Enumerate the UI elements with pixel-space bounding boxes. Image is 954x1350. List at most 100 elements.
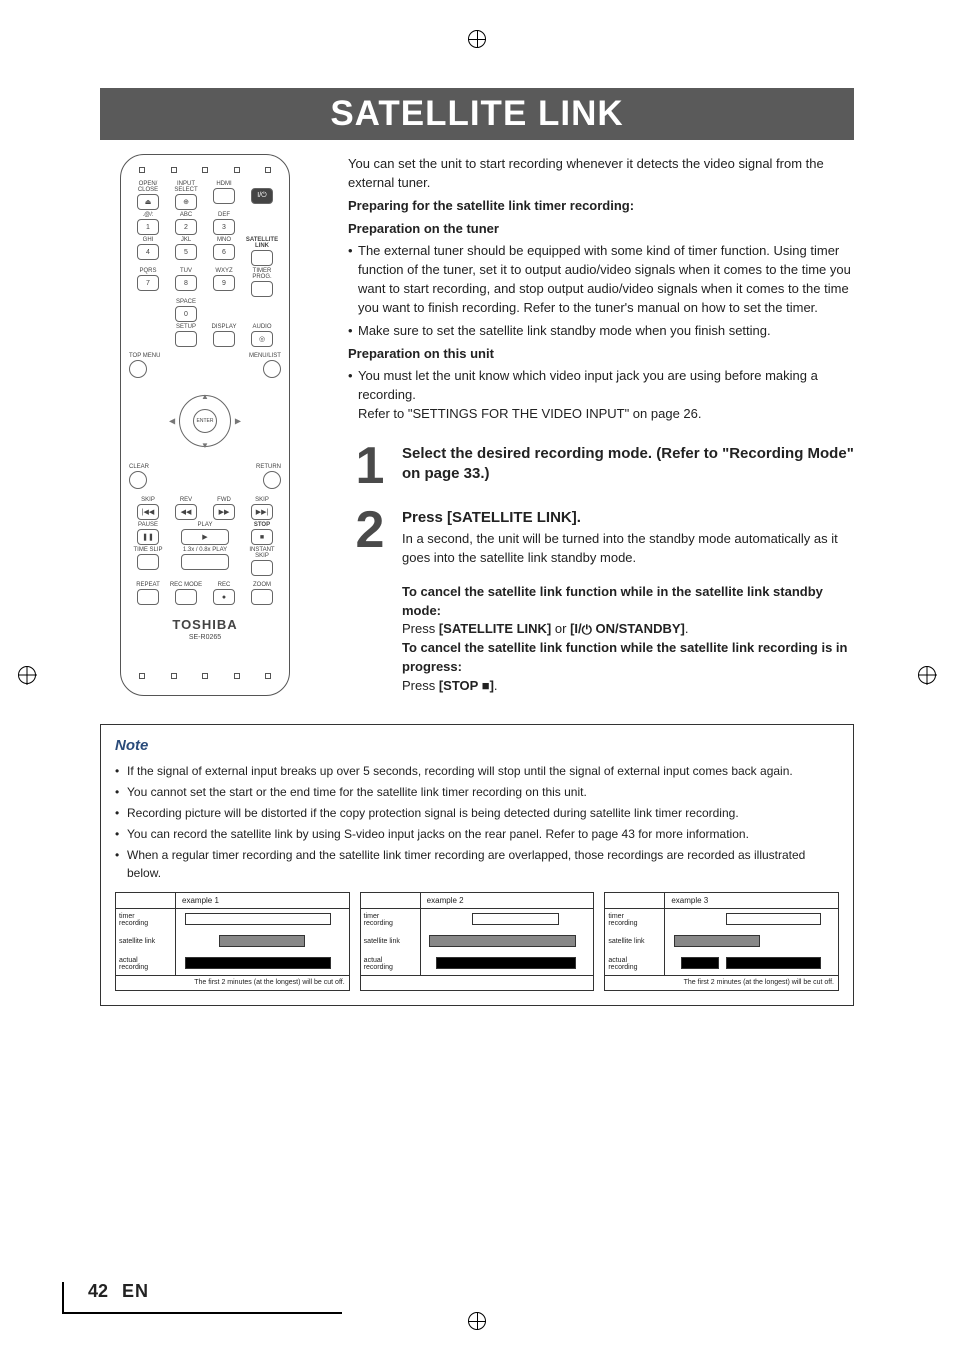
step-number: 1 xyxy=(348,444,392,488)
remote-label: STOP xyxy=(254,522,270,528)
remote-digit-4: 4 xyxy=(137,244,159,260)
example-3: example 3timer recordingsatellite linkac… xyxy=(604,892,839,992)
cancel-text: Press xyxy=(402,621,439,636)
note-title: Note xyxy=(115,735,839,758)
example-2: example 2timer recordingsatellite linkac… xyxy=(360,892,595,992)
remote-brand: TOSHIBA xyxy=(129,617,281,632)
remote-label: GHI xyxy=(143,237,154,243)
remote-label: ZOOM xyxy=(253,582,271,588)
remote-label: TUV xyxy=(180,268,192,274)
remote-label: REPEAT xyxy=(136,582,160,588)
remote-label: PQRS xyxy=(139,268,156,274)
remote-label: REC MODE xyxy=(170,582,202,588)
remote-label: AUDIO xyxy=(252,324,271,330)
prep-item: Make sure to set the satellite link stan… xyxy=(348,322,854,341)
cancel-head: To cancel the satellite link function wh… xyxy=(402,584,823,618)
remote-satellite-link-button xyxy=(251,250,273,266)
remote-label: PAUSE xyxy=(138,522,158,528)
cancel-head: To cancel the satellite link function wh… xyxy=(402,640,847,674)
step-number: 2 xyxy=(348,508,392,552)
remote-skip-next-button: ▶▶| xyxy=(251,504,273,520)
cancel-key: ON/STANDBY] xyxy=(592,621,685,636)
remote-input-select-button: ⊕ xyxy=(175,194,197,210)
remote-slow-play-button xyxy=(181,554,229,570)
stop-icon: ■ xyxy=(482,677,490,696)
page-num-value: 42 xyxy=(88,1281,108,1301)
arrow-right-icon: ▶ xyxy=(235,417,241,426)
remote-digit-1: 1 xyxy=(137,219,159,235)
remote-display-button xyxy=(213,331,235,347)
remote-pause-button: ❚❚ xyxy=(137,529,159,545)
remote-label: REV xyxy=(180,497,192,503)
step-title: Press [SATELLITE LINK]. xyxy=(402,508,854,528)
cancel-key: [I/ xyxy=(570,621,582,636)
page-lang: EN xyxy=(122,1281,149,1301)
remote-play-button: ▶ xyxy=(181,529,229,545)
step-1: 1 Select the desired recording mode. (Re… xyxy=(348,444,854,488)
remote-model: SE-R0265 xyxy=(129,634,281,641)
remote-label: SATELLITE LINK xyxy=(246,237,278,249)
remote-skip-prev-button: |◀◀ xyxy=(137,504,159,520)
remote-digit-0: 0 xyxy=(175,306,197,322)
cancel-instructions: To cancel the satellite link function wh… xyxy=(348,583,854,696)
remote-stop-button: ■ xyxy=(251,529,273,545)
note-item: If the signal of external input breaks u… xyxy=(115,762,839,780)
remote-label: OPEN/ CLOSE xyxy=(138,181,158,193)
remote-label: DISPLAY xyxy=(212,324,237,330)
arrow-up-icon: ▲ xyxy=(201,392,209,401)
remote-digit-9: 9 xyxy=(213,275,235,291)
remote-fwd-button: ▶▶ xyxy=(213,504,235,520)
remote-label: MENU/LIST xyxy=(249,353,281,359)
remote-label: JKL xyxy=(181,237,191,243)
remote-digit-8: 8 xyxy=(175,275,197,291)
cancel-key: [STOP xyxy=(439,678,482,693)
cancel-key: [SATELLITE LINK] xyxy=(439,621,551,636)
remote-label: SKIP xyxy=(141,497,155,503)
remote-label: 1.3x / 0.8x PLAY xyxy=(183,547,227,553)
remote-figure: OPEN/ CLOSE⏏ INPUT SELECT⊕ HDMI I/⏻ .@/:… xyxy=(100,152,310,696)
examples-diagram: example 1timer recordingsatellite linkac… xyxy=(115,892,839,992)
note-box: Note If the signal of external input bre… xyxy=(100,724,854,1006)
remote-label: SKIP xyxy=(255,497,269,503)
remote-clear-button xyxy=(129,471,147,489)
example-1: example 1timer recordingsatellite linkac… xyxy=(115,892,350,992)
remote-timeslip-button xyxy=(137,554,159,570)
prep-item-ref: Refer to "SETTINGS FOR THE VIDEO INPUT" … xyxy=(358,406,701,421)
remote-label: TIMER PROG. xyxy=(252,268,271,280)
remote-instant-skip-button xyxy=(251,560,273,576)
step-title: Select the desired recording mode. (Refe… xyxy=(402,444,854,485)
crop-mark-icon xyxy=(468,1312,486,1330)
crop-mark-icon xyxy=(468,30,486,48)
prep-tuner-head: Preparation on the tuner xyxy=(348,220,854,239)
page-title: SATELLITE LINK xyxy=(100,88,854,140)
step-2: 2 Press [SATELLITE LINK]. In a second, t… xyxy=(348,508,854,567)
remote-label: TIME SLIP xyxy=(133,547,162,553)
prep-item: The external tuner should be equipped wi… xyxy=(348,242,854,317)
prep-item-text: You must let the unit know which video i… xyxy=(358,368,818,402)
cancel-text: . xyxy=(685,621,689,636)
remote-timer-prog-button xyxy=(251,281,273,297)
remote-label: REC xyxy=(218,582,231,588)
remote-rev-button: ◀◀ xyxy=(175,504,197,520)
remote-open-close-button: ⏏ xyxy=(137,194,159,210)
note-item: When a regular timer recording and the s… xyxy=(115,846,839,882)
arrow-down-icon: ▼ xyxy=(201,441,209,450)
remote-zoom-button xyxy=(251,589,273,605)
step-text: In a second, the unit will be turned int… xyxy=(402,530,854,566)
remote-rec-button: ● xyxy=(213,589,235,605)
remote-power-button: I/⏻ xyxy=(251,188,273,204)
remote-label: MNO xyxy=(217,237,231,243)
remote-recmode-button xyxy=(175,589,197,605)
remote-setup-button xyxy=(175,331,197,347)
remote-label: .@/: xyxy=(142,212,153,218)
remote-label: FWD xyxy=(217,497,231,503)
prep-item: You must let the unit know which video i… xyxy=(348,367,854,424)
remote-label: INPUT SELECT xyxy=(174,181,197,193)
remote-label: RETURN xyxy=(256,464,281,470)
remote-dpad: ENTER ▲ ▼ ◀ ▶ xyxy=(129,384,281,458)
remote-label: WXYZ xyxy=(215,268,232,274)
remote-menu-list-button xyxy=(263,360,281,378)
remote-hdmi-button xyxy=(213,188,235,204)
remote-digit-5: 5 xyxy=(175,244,197,260)
remote-digit-2: 2 xyxy=(175,219,197,235)
